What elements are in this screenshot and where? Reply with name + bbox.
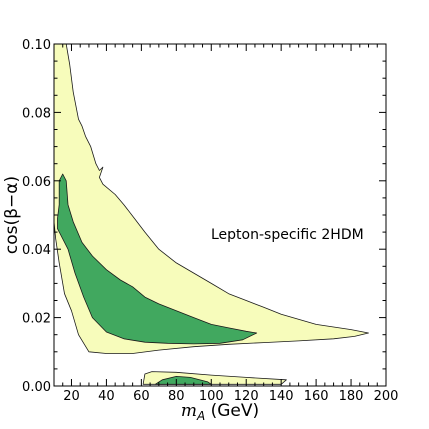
x-tick-label: 20 bbox=[63, 389, 80, 404]
y-tick-label: 0.08 bbox=[22, 106, 51, 121]
x-tick-label: 200 bbox=[374, 389, 399, 404]
x-axis-label: mA (GeV) bbox=[181, 401, 259, 423]
x-tick-label: 120 bbox=[234, 389, 259, 404]
x-tick-label: 180 bbox=[339, 389, 364, 404]
x-tick-label: 140 bbox=[269, 389, 294, 404]
x-tick-label: 100 bbox=[199, 389, 224, 404]
x-tick-label: 60 bbox=[133, 389, 150, 404]
x-label-symbol: m bbox=[181, 401, 197, 421]
x-label-unit: (GeV) bbox=[205, 401, 259, 421]
y-tick-label: 0.02 bbox=[22, 312, 51, 327]
y-tick-label: 0.00 bbox=[22, 380, 51, 395]
x-tick-label: 40 bbox=[98, 389, 115, 404]
y-tick-label: 0.10 bbox=[22, 38, 51, 53]
regions-layer bbox=[53, 43, 369, 385]
region-outer-0 bbox=[53, 43, 369, 354]
annotation-text: Lepton-specific 2HDM bbox=[211, 227, 364, 243]
y-axis-label: cos(β−α) bbox=[2, 176, 22, 254]
x-tick-label: 160 bbox=[304, 389, 329, 404]
x-tick-label: 80 bbox=[168, 389, 185, 404]
plot-frame bbox=[53, 43, 387, 387]
ticks-layer: 20 40 60 80 100 120 140 160 180 200 0.00 0.02 0.04 0.… bbox=[22, 38, 398, 404]
x-label-subscript: A bbox=[196, 409, 205, 423]
y-tick-label: 0.06 bbox=[22, 175, 51, 190]
region-inner-1 bbox=[57, 173, 258, 345]
y-tick-label: 0.04 bbox=[22, 243, 51, 258]
